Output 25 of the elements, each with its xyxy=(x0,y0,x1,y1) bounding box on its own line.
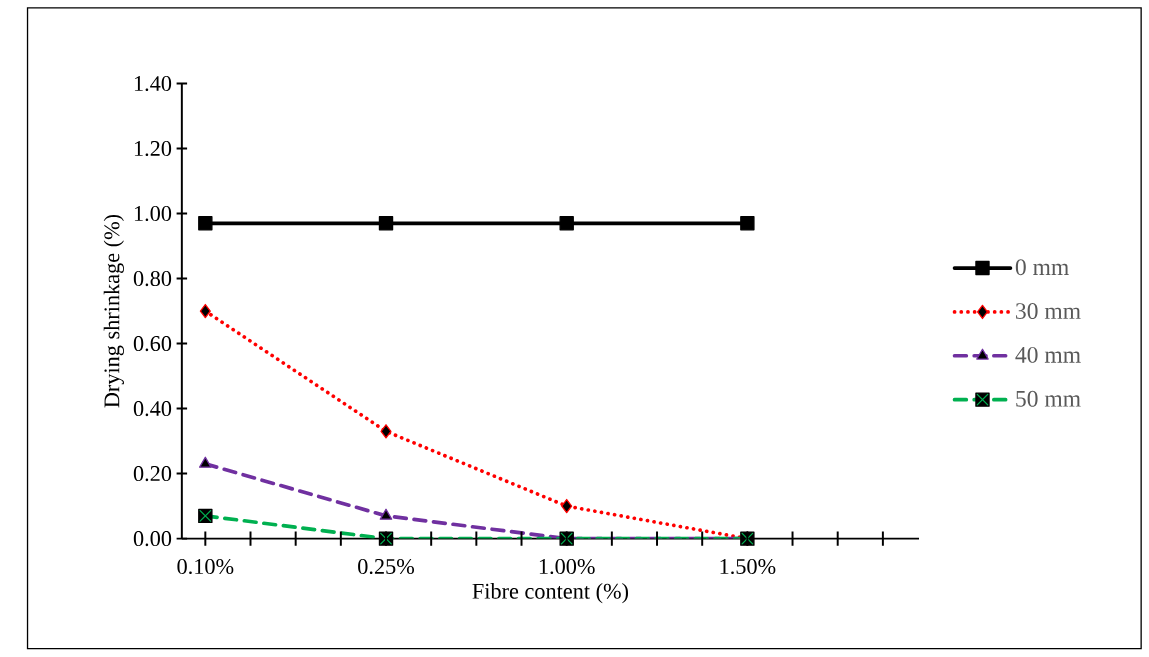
x-axis-title: Fibre content (%) xyxy=(472,583,629,604)
point xyxy=(199,304,211,319)
legend-label: 50 mm xyxy=(1016,391,1081,407)
point xyxy=(380,424,392,439)
y-tick-label: 1.40 xyxy=(134,76,172,92)
legend-label: 0 mm xyxy=(1015,259,1069,276)
y-tick-label: 0.40 xyxy=(133,401,172,417)
y-tick-label: 0.60 xyxy=(133,336,172,352)
point xyxy=(198,216,213,231)
y-tick-label: 0.00 xyxy=(133,531,172,547)
legend-label: 30 mm xyxy=(1016,303,1081,320)
legend-label: 40 mm xyxy=(1015,347,1081,364)
y-tick-label: 1.00 xyxy=(134,206,172,222)
x-tick-label: 0.25% xyxy=(358,559,415,575)
y-tick-label: 0.20 xyxy=(133,466,172,482)
x-tick-label: 0.10% xyxy=(177,559,234,575)
x-tick-label: 1.50% xyxy=(720,559,776,575)
point xyxy=(740,216,755,231)
x-tick-label: 1.00% xyxy=(539,559,595,575)
point xyxy=(561,499,573,514)
y-axis-title: Drying shrinkage (%) xyxy=(103,215,124,408)
y-tick-label: 1.20 xyxy=(134,141,172,157)
y-tick-label: 0.80 xyxy=(133,271,172,287)
point xyxy=(378,216,394,231)
point xyxy=(559,216,574,231)
